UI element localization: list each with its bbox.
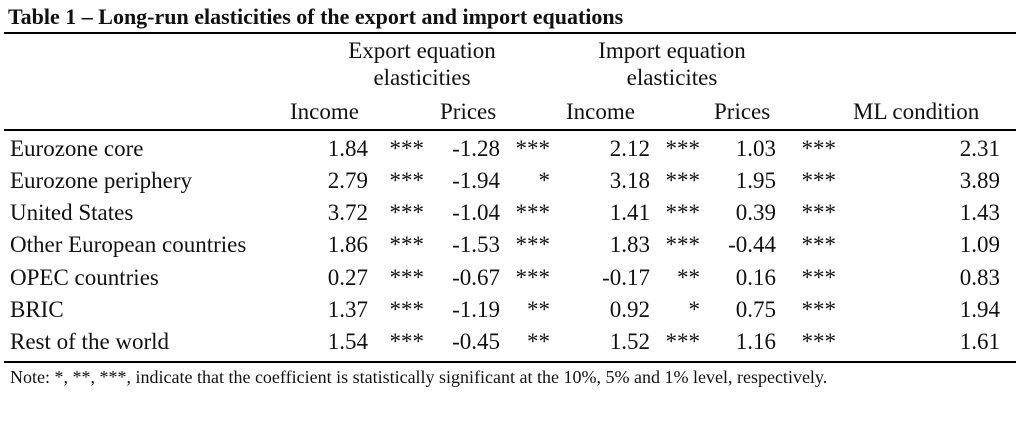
- import-prices-value: 0.16: [735, 265, 776, 290]
- export-prices-value: -1.28: [452, 136, 500, 161]
- ml-condition-value: 1.61: [959, 329, 1000, 354]
- import-prices-header: Prices: [714, 99, 771, 124]
- import-prices-significance: ***: [801, 168, 837, 193]
- export-income-significance: ***: [389, 329, 425, 354]
- import-group-header: Import equation elasticites: [598, 38, 746, 90]
- ml-condition-value: 1.94: [959, 297, 1000, 322]
- table-row: Eurozone core 1.84 *** -1.28 *** 2.12 *** 1.03 *…: [0, 136, 1026, 168]
- export-income-value: 3.72: [327, 200, 368, 225]
- import-prices-significance: ***: [801, 136, 837, 161]
- export-prices-value: -1.94: [452, 168, 500, 193]
- row-name: Eurozone periphery: [10, 168, 193, 193]
- import-income-value: 3.18: [609, 168, 650, 193]
- import-income-value: 1.41: [609, 200, 650, 225]
- export-income-significance: ***: [389, 200, 425, 225]
- import-prices-significance: ***: [801, 297, 837, 322]
- import-prices-value: 1.95: [735, 168, 776, 193]
- table-title: Table 1 – Long-run elasticities of the e…: [8, 4, 624, 29]
- export-income-value: 1.84: [327, 136, 368, 161]
- export-income-significance: ***: [389, 297, 425, 322]
- table-row: Eurozone periphery 2.79 *** -1.94 * 3.18 *** 1.…: [0, 168, 1026, 200]
- export-prices-significance: ***: [515, 136, 551, 161]
- export-prices-value: -1.04: [452, 200, 500, 225]
- export-income-significance: ***: [389, 265, 425, 290]
- ml-condition-value: 0.83: [959, 265, 1000, 290]
- import-income-significance: **: [677, 265, 700, 290]
- export-prices-significance: **: [527, 329, 550, 354]
- row-name: Rest of the world: [10, 329, 170, 354]
- export-prices-value: -0.67: [452, 265, 500, 290]
- header-rule: [4, 129, 1016, 131]
- export-prices-value: -1.53: [452, 232, 500, 257]
- table-row: United States 3.72 *** -1.04 *** 1.41 *** 0.39 *…: [0, 200, 1026, 232]
- row-name: BRIC: [10, 297, 64, 322]
- table-row: OPEC countries 0.27 *** -0.67 *** -0.17 ** 0.16…: [0, 265, 1026, 297]
- export-group-header: Export equation elasticities: [348, 38, 496, 90]
- import-income-significance: ***: [665, 168, 701, 193]
- import-prices-value: 1.03: [735, 136, 776, 161]
- export-prices-value: -0.45: [452, 329, 500, 354]
- bottom-rule: [4, 361, 1016, 363]
- ml-condition-value: 1.43: [959, 200, 1000, 225]
- row-name: OPEC countries: [10, 265, 159, 290]
- import-income-value: 1.52: [609, 329, 650, 354]
- export-prices-value: -1.19: [452, 297, 500, 322]
- top-rule: [4, 32, 1016, 34]
- export-prices-significance: ***: [515, 265, 551, 290]
- ml-condition-value: 1.09: [959, 232, 1000, 257]
- import-prices-value: 1.16: [735, 329, 776, 354]
- export-prices-significance: ***: [515, 200, 551, 225]
- export-income-value: 0.27: [327, 265, 368, 290]
- row-name: Other European countries: [10, 232, 247, 257]
- export-income-value: 2.79: [327, 168, 368, 193]
- export-prices-significance: ***: [515, 232, 551, 257]
- export-income-significance: ***: [389, 168, 425, 193]
- import-prices-value: 0.75: [735, 297, 776, 322]
- row-name: United States: [10, 200, 134, 225]
- table-row: Other European countries 1.86 *** -1.53 *** 1…: [0, 232, 1026, 264]
- export-income-header: Income: [290, 99, 359, 124]
- import-income-significance: ***: [665, 232, 701, 257]
- ml-condition-header: ML condition: [853, 99, 980, 124]
- import-prices-significance: ***: [801, 232, 837, 257]
- import-prices-significance: ***: [801, 265, 837, 290]
- ml-condition-value: 3.89: [959, 168, 1000, 193]
- import-income-value: 0.92: [609, 297, 650, 322]
- table-row: Rest of the world 1.54 *** -0.45 ** 1.52 *** 1.…: [0, 329, 1026, 361]
- table-note: Note: *, **, ***, indicate that the coef…: [10, 367, 828, 387]
- export-prices-significance: **: [527, 297, 550, 322]
- import-prices-value: -0.44: [728, 232, 776, 257]
- ml-condition-value: 2.31: [959, 136, 1000, 161]
- row-name: Eurozone core: [10, 136, 144, 161]
- import-income-header: Income: [566, 99, 635, 124]
- export-income-value: 1.86: [327, 232, 368, 257]
- import-income-significance: ***: [665, 200, 701, 225]
- import-prices-value: 0.39: [735, 200, 776, 225]
- export-prices-significance: *: [538, 168, 551, 193]
- import-income-significance: *: [688, 297, 701, 322]
- import-prices-significance: ***: [801, 200, 837, 225]
- import-income-value: 2.12: [609, 136, 650, 161]
- import-income-significance: ***: [665, 136, 701, 161]
- export-income-significance: ***: [389, 136, 425, 161]
- import-income-value: 1.83: [609, 232, 650, 257]
- import-income-significance: ***: [665, 329, 701, 354]
- export-income-significance: ***: [389, 232, 425, 257]
- import-income-value: -0.17: [602, 265, 650, 290]
- export-income-value: 1.37: [327, 297, 368, 322]
- export-prices-header: Prices: [440, 99, 497, 124]
- import-prices-significance: ***: [801, 329, 837, 354]
- export-income-value: 1.54: [327, 329, 368, 354]
- table-row: BRIC 1.37 *** -1.19 ** 0.92 * 0.75 *** 1.94: [0, 297, 1026, 329]
